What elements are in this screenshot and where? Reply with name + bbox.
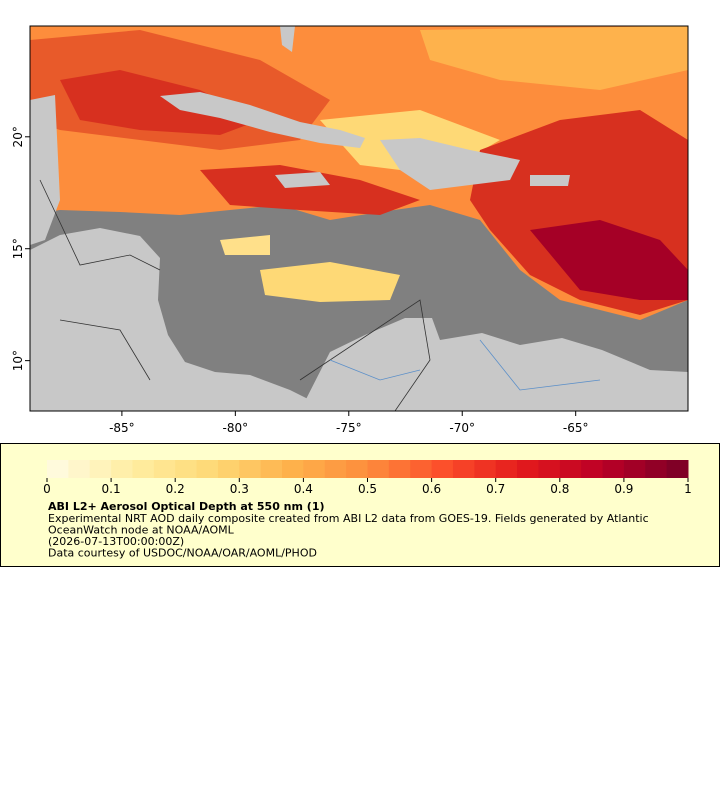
colorbar-cell	[346, 460, 368, 478]
map-frame	[29, 25, 689, 412]
legend-description: (2026-07-13T00:00:00Z)	[48, 535, 184, 548]
colorbar-tick-label: 0.1	[102, 482, 121, 496]
colorbar-cell	[538, 460, 561, 478]
legend-title: ABI L2+ Aerosol Optical Depth at 550 nm …	[48, 500, 325, 513]
colorbar-cell	[452, 460, 475, 478]
colorbar-cell	[239, 460, 262, 478]
colorbar-cell	[303, 460, 326, 478]
land	[300, 318, 688, 411]
aerosol	[530, 220, 688, 300]
x-tick-label: -80°	[223, 421, 249, 435]
aerosol	[200, 165, 420, 215]
x-tick-label: -65°	[563, 421, 589, 435]
colorbar-cell	[324, 460, 347, 478]
x-tick-label: -70°	[449, 421, 475, 435]
border	[299, 299, 431, 411]
colorbar-tick-label: 0.2	[166, 482, 185, 496]
border	[39, 179, 161, 381]
colorbar-cell	[217, 460, 240, 478]
legend-description: Data courtesy of USDOC/NOAA/OAR/AOML/PHO…	[48, 547, 317, 560]
colorbar-cell	[431, 460, 454, 478]
colorbar-cell	[89, 460, 112, 478]
colorbar-cell	[388, 460, 411, 478]
x-tick-label: -75°	[336, 421, 362, 435]
y-tick-label: 20°	[11, 126, 25, 147]
y-tick-label: 10°	[11, 350, 25, 371]
colorbar-tick-label: 0.5	[358, 482, 377, 496]
land	[530, 175, 570, 186]
colorbar-tick-label: 0.7	[486, 482, 505, 496]
colorbar-cell	[282, 460, 304, 478]
colorbar-cell	[666, 460, 689, 478]
colorbar-cell	[602, 460, 625, 478]
colorbar-cell	[260, 460, 283, 478]
map-image	[30, 26, 688, 411]
colorbar-cell	[410, 460, 433, 478]
land	[160, 92, 365, 148]
colorbar-tick-label: 1	[684, 482, 692, 496]
colorbar-cell	[175, 460, 198, 478]
colorbar-tick-label: 0	[43, 482, 51, 496]
colorbar-cell	[581, 460, 604, 478]
colorbar-cell	[474, 460, 497, 478]
colorbar-cell	[517, 460, 539, 478]
colorbar-tick-label: 0.4	[294, 482, 313, 496]
colorbar-cell	[111, 460, 133, 478]
colorbar-cell	[196, 460, 219, 478]
legend-description: OceanWatch node at NOAA/AOML	[48, 524, 235, 537]
aerosol	[420, 26, 688, 90]
colorbar-cell	[47, 460, 69, 478]
colorbar-cell	[623, 460, 646, 478]
land	[30, 228, 330, 411]
colorbar-cell	[367, 460, 390, 478]
land	[275, 172, 330, 188]
colorbar-tick-label: 0.6	[422, 482, 441, 496]
y-tick-label: 15°	[11, 238, 25, 259]
colorbar-tick-label: 0.3	[230, 482, 249, 496]
land	[280, 26, 295, 52]
colorbar-cell	[559, 460, 582, 478]
colorbar-tick-label: 0.8	[550, 482, 569, 496]
legend-description: Experimental NRT AOD daily composite cre…	[48, 512, 649, 525]
colorbar-cell	[645, 460, 668, 478]
colorbar-cell	[132, 460, 155, 478]
colorbar-cell	[495, 460, 518, 478]
aerosol	[220, 235, 270, 255]
aerosol	[260, 262, 400, 302]
x-tick-label: -85°	[109, 421, 135, 435]
colorbar-tick-label: 0.9	[614, 482, 633, 496]
land	[380, 138, 520, 190]
colorbar-cell	[68, 460, 91, 478]
colorbar-cell	[153, 460, 176, 478]
river	[329, 339, 601, 391]
aerosol	[60, 70, 260, 135]
